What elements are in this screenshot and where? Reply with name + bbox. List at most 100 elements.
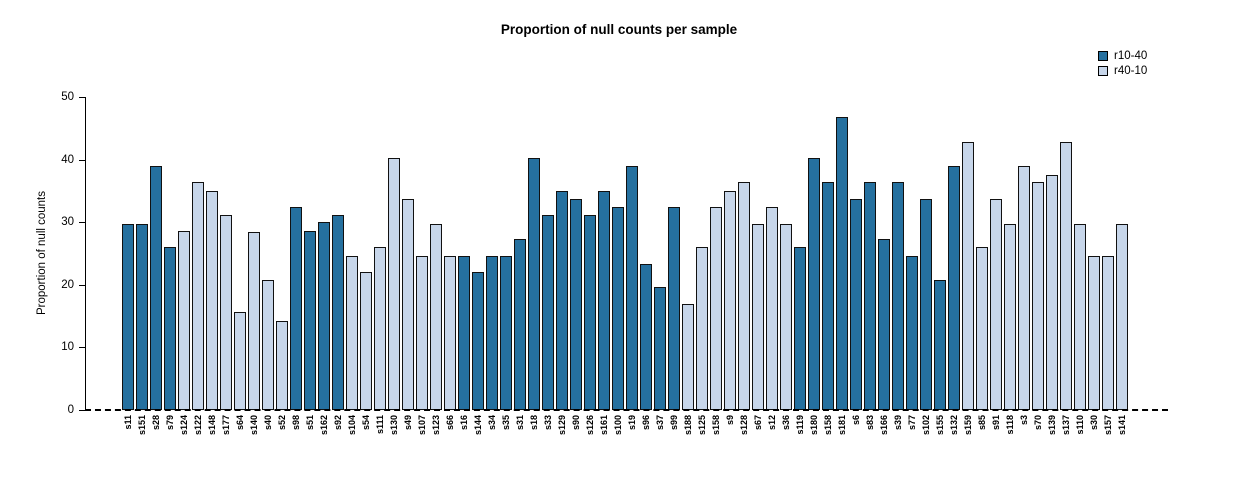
x-label-cell: s11	[122, 415, 134, 477]
x-label-cell: s119	[794, 415, 806, 477]
x-label-cell: s158	[710, 415, 722, 477]
legend-swatch	[1098, 66, 1108, 76]
x-axis-labels: s11 s151 s28 s79 s124 s122 s148 s177 s64 s140 s40 s…	[122, 415, 1128, 477]
bar-s123	[430, 223, 442, 410]
bar-s100	[612, 207, 624, 410]
bar-s35	[500, 256, 512, 410]
x-label-cell: s96	[640, 415, 652, 477]
bar-s49	[402, 199, 414, 410]
bar-s129	[556, 190, 568, 410]
bar-s158	[822, 182, 834, 410]
x-label-cell: s98	[290, 415, 302, 477]
y-axis-line	[85, 97, 86, 411]
x-label-cell: s161	[598, 415, 610, 477]
bar-s177	[220, 214, 232, 410]
x-tick-label: s51	[304, 415, 315, 431]
x-label-cell: s18	[528, 415, 540, 477]
x-label-cell: s132	[948, 415, 960, 477]
x-label-cell: s166	[878, 415, 890, 477]
x-label-cell: s39	[892, 415, 904, 477]
x-label-cell: s188	[682, 415, 694, 477]
bar-s54	[360, 271, 372, 410]
bar-s19	[626, 165, 638, 410]
bar-s180	[808, 158, 820, 410]
x-label-cell: s30	[1088, 415, 1100, 477]
x-tick-label: s118	[1004, 415, 1015, 435]
x-label-cell: s70	[1032, 415, 1044, 477]
x-label-cell: s180	[808, 415, 820, 477]
bar-s140	[248, 231, 260, 410]
x-tick-label: s37	[654, 415, 665, 431]
x-tick-label: s158	[822, 415, 833, 436]
x-label-cell: s35	[500, 415, 512, 477]
bar-s79	[164, 247, 176, 410]
x-label-cell: s155	[934, 415, 946, 477]
y-tick-label: 50	[61, 91, 74, 103]
x-tick-label: s126	[584, 415, 595, 436]
x-tick-label: s66	[444, 415, 455, 431]
bar-s70	[1032, 182, 1044, 410]
x-tick-label: s144	[472, 415, 483, 436]
bar-s107	[416, 256, 428, 410]
x-tick-label: s141	[1116, 415, 1127, 436]
x-label-cell: s151	[136, 415, 148, 477]
bar-s51	[304, 231, 316, 410]
x-tick-label: s35	[500, 415, 511, 431]
x-tick-label: s40	[262, 415, 273, 431]
x-label-cell: s162	[318, 415, 330, 477]
x-label-cell: s49	[402, 415, 414, 477]
x-label-cell: s92	[332, 415, 344, 477]
x-label-cell: s12	[766, 415, 778, 477]
x-tick-label: s148	[206, 415, 217, 436]
bar-s155	[934, 279, 946, 410]
x-tick-label: s188	[682, 415, 693, 436]
x-label-cell: s107	[416, 415, 428, 477]
bar-s39	[892, 182, 904, 410]
bar-s31	[514, 239, 526, 410]
x-label-cell: s64	[234, 415, 246, 477]
x-tick-label: s67	[752, 415, 763, 431]
bar-s98	[290, 207, 302, 410]
x-tick-label: s9	[724, 415, 735, 426]
x-tick-label: s99	[668, 415, 679, 431]
x-tick-label: s161	[598, 415, 609, 436]
bar-s118	[1004, 223, 1016, 410]
bar-s151	[136, 223, 148, 410]
bar-s128	[738, 182, 750, 410]
x-tick-label: s132	[948, 415, 959, 436]
x-label-cell: s123	[430, 415, 442, 477]
bar-s144	[472, 271, 484, 410]
x-label-cell: s130	[388, 415, 400, 477]
x-label-cell: s52	[276, 415, 288, 477]
x-tick-label: s139	[1046, 415, 1057, 436]
bar-s92	[332, 214, 344, 410]
x-tick-label: s19	[626, 415, 637, 431]
x-tick-label: s12	[766, 415, 777, 431]
x-tick-label: s128	[738, 415, 749, 436]
x-label-cell: s128	[738, 415, 750, 477]
x-tick-label: s54	[360, 415, 371, 431]
x-tick-label: s70	[1032, 415, 1043, 431]
bar-s37	[654, 287, 666, 410]
x-label-cell: s37	[654, 415, 666, 477]
legend-label: r10-40	[1114, 50, 1148, 62]
zero-baseline	[85, 409, 1168, 411]
x-tick-label: s79	[164, 415, 175, 431]
bar-s122	[192, 182, 204, 410]
bar-s188	[682, 303, 694, 410]
bar-s157	[1102, 256, 1114, 410]
x-label-cell: s144	[472, 415, 484, 477]
x-tick-label: s6	[850, 415, 861, 426]
x-label-cell: s140	[248, 415, 260, 477]
bar-s52	[276, 320, 288, 410]
x-tick-label: s157	[1102, 415, 1113, 436]
bar-s181	[836, 117, 848, 410]
x-label-cell: s157	[1102, 415, 1114, 477]
y-tick-label: 40	[61, 153, 74, 166]
x-label-cell: s3	[1018, 415, 1030, 477]
x-tick-label: s33	[542, 415, 553, 431]
x-tick-label: s104	[346, 415, 357, 436]
bar-s139	[1046, 174, 1058, 410]
x-label-cell: s77	[906, 415, 918, 477]
x-tick-label: s111	[374, 415, 385, 435]
